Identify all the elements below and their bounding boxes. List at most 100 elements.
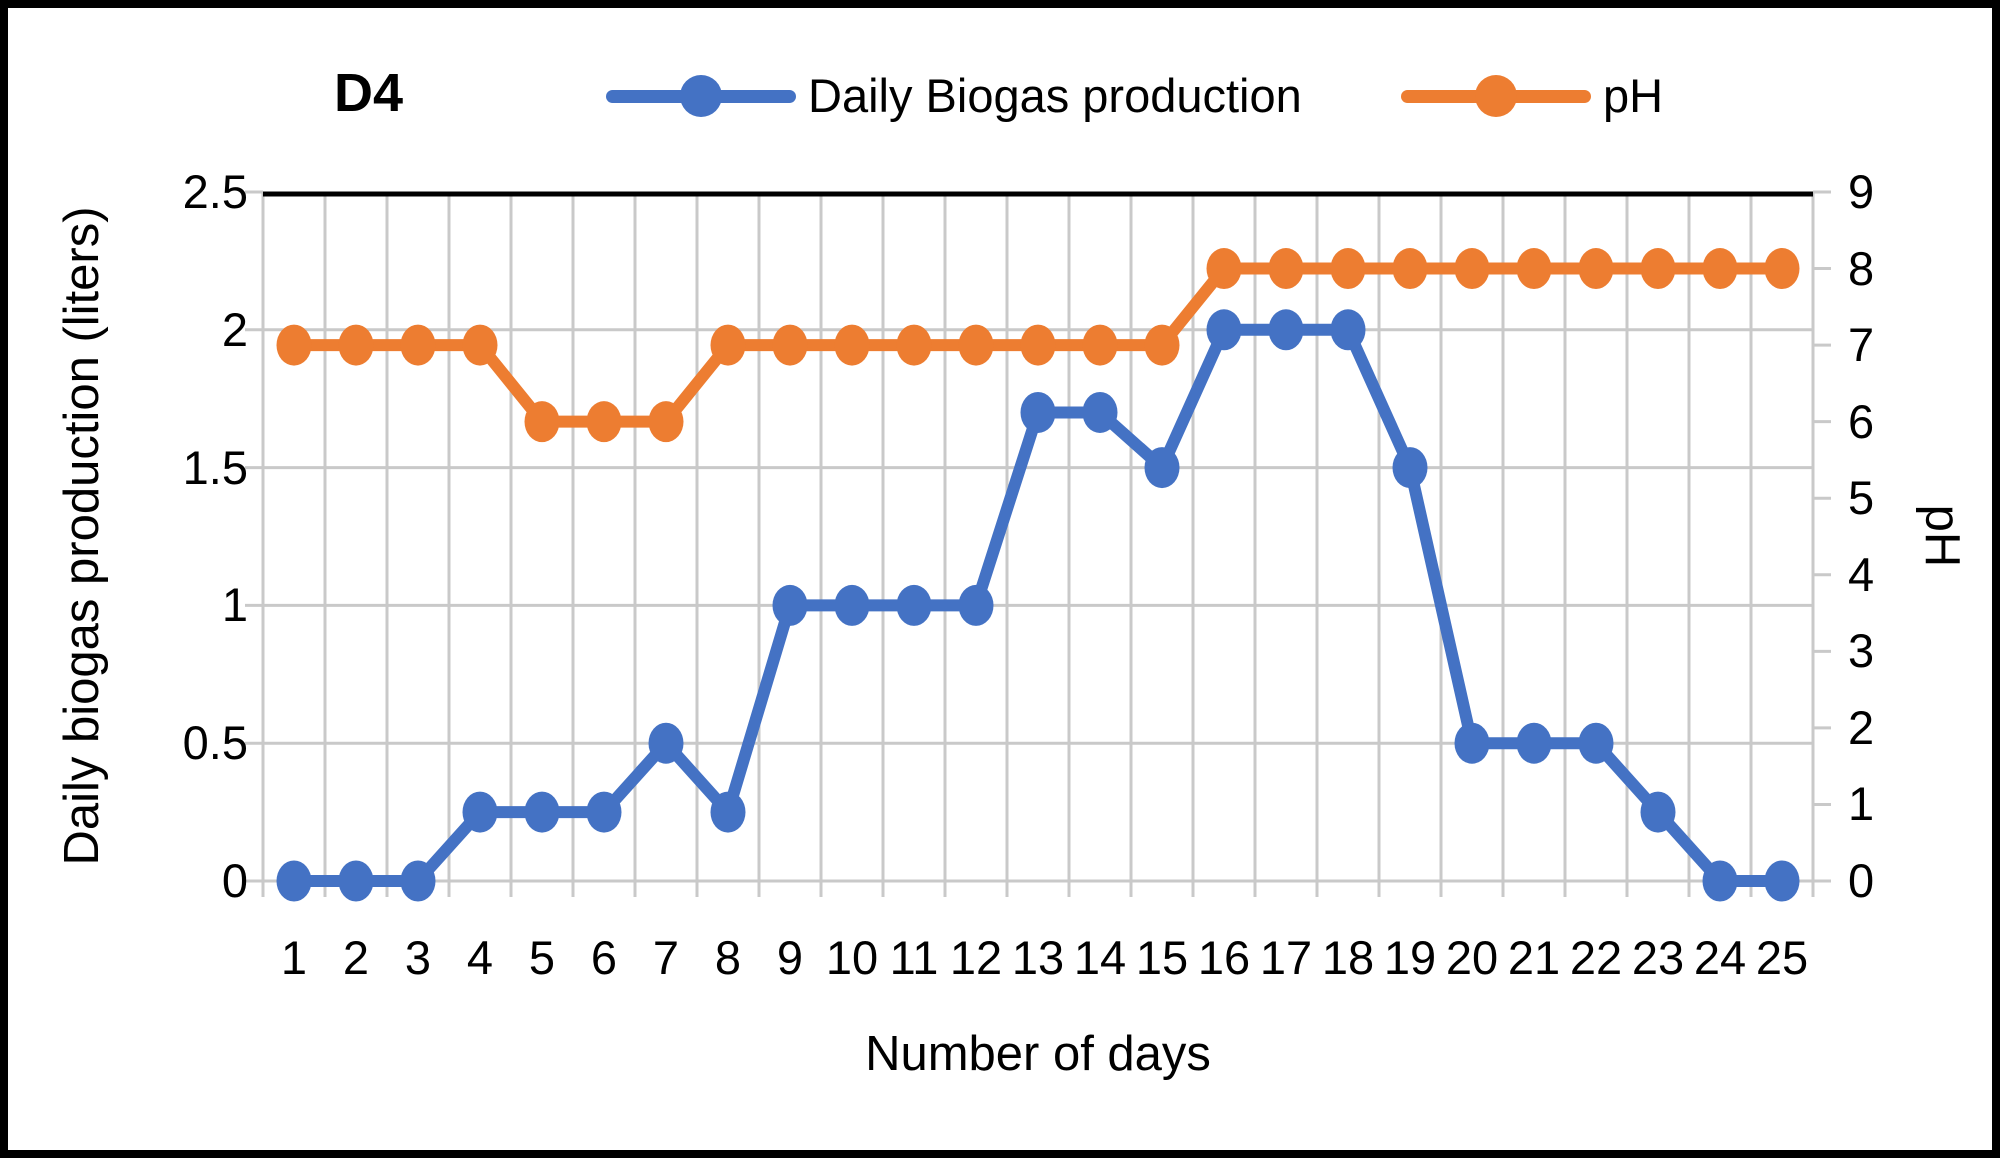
- data-point-ph: [586, 401, 622, 443]
- x-tick-label: 14: [1073, 931, 1127, 984]
- x-tick-label: 11: [889, 931, 939, 984]
- x-tick-label: 23: [1631, 931, 1685, 984]
- data-point-ph: [524, 401, 560, 443]
- x-tick-label: 7: [652, 931, 680, 984]
- legend-marker-ph-icon: [1401, 75, 1591, 117]
- x-tick-label: 20: [1445, 931, 1499, 984]
- legend-dot-biogas-icon: [680, 75, 722, 117]
- chart-canvas: [245, 190, 1831, 902]
- x-tick-label: 12: [949, 931, 1003, 984]
- data-point-ph: [958, 324, 994, 366]
- data-point-biogas: [462, 791, 498, 833]
- data-point-biogas: [338, 860, 374, 902]
- data-point-ph: [710, 324, 746, 366]
- y-right-tick-label: 5: [1848, 471, 1875, 525]
- x-tick-label: 1: [280, 931, 308, 984]
- y-left-tick-label: 1.5: [182, 440, 248, 494]
- x-tick-label: 21: [1507, 931, 1561, 984]
- data-point-biogas: [1082, 391, 1118, 433]
- y-left-tick-label: 1: [221, 578, 248, 632]
- data-point-biogas: [1144, 447, 1180, 489]
- x-tick-label: 9: [776, 931, 804, 984]
- data-point-biogas: [1516, 722, 1552, 764]
- x-tick-label: 5: [528, 931, 556, 984]
- panel-label: D4: [334, 63, 404, 123]
- data-point-biogas: [1206, 309, 1242, 351]
- data-point-biogas: [772, 584, 808, 626]
- y-right-tick-label: 3: [1848, 624, 1875, 678]
- x-tick-label: 24: [1693, 931, 1747, 984]
- y-left-tick-label: 2: [221, 302, 248, 356]
- data-point-ph: [1702, 248, 1738, 290]
- y-left-tick-label: 0.5: [182, 716, 248, 770]
- y-right-tick-label: 0: [1848, 854, 1875, 907]
- legend-label-ph: pH: [1603, 69, 1664, 122]
- data-point-biogas: [1578, 722, 1614, 764]
- x-tick-label: 4: [466, 931, 494, 984]
- data-point-biogas: [710, 791, 746, 833]
- x-tick-label: 17: [1259, 931, 1313, 984]
- data-point-biogas: [834, 584, 870, 626]
- y-left-tick-label: 2.5: [182, 165, 248, 218]
- data-point-biogas: [1020, 391, 1056, 433]
- x-tick-label: 13: [1011, 931, 1065, 984]
- data-point-biogas: [276, 860, 312, 902]
- data-point-ph: [1578, 248, 1614, 290]
- data-point-biogas: [1454, 722, 1490, 764]
- x-tick-label: 6: [590, 931, 618, 984]
- x-tick-label: 8: [714, 931, 742, 984]
- data-point-biogas: [586, 791, 622, 833]
- data-point-ph: [276, 324, 312, 366]
- data-point-ph: [772, 324, 808, 366]
- data-point-ph: [338, 324, 374, 366]
- x-tick-label: 3: [404, 931, 432, 984]
- data-point-ph: [1144, 324, 1180, 366]
- x-tick-label: 16: [1197, 931, 1251, 984]
- data-point-biogas: [1392, 447, 1428, 489]
- data-point-ph: [1516, 248, 1552, 290]
- data-point-biogas: [1330, 309, 1366, 351]
- legend-label-biogas: Daily Biogas production: [808, 69, 1302, 122]
- x-tick-label: 22: [1569, 931, 1623, 984]
- data-point-biogas: [896, 584, 932, 626]
- x-tick-label: 18: [1321, 931, 1375, 984]
- data-point-ph: [1268, 248, 1304, 290]
- data-point-ph: [1330, 248, 1366, 290]
- legend-item-biogas: Daily Biogas production: [606, 68, 1302, 124]
- data-point-biogas: [648, 722, 684, 764]
- data-point-ph: [1392, 248, 1428, 290]
- x-tick-label: 15: [1135, 931, 1189, 984]
- data-point-ph: [896, 324, 932, 366]
- x-tick-label: 10: [825, 931, 879, 984]
- x-tick-label: 25: [1755, 931, 1809, 984]
- y-right-tick-label: 8: [1848, 241, 1875, 295]
- x-tick-label: 2: [342, 931, 370, 984]
- x-axis-title: Number of days: [865, 1027, 1211, 1081]
- y-right-tick-label: 9: [1848, 165, 1875, 218]
- y-right-tick-label: 6: [1848, 394, 1875, 448]
- data-point-biogas: [1268, 309, 1304, 351]
- y-right-tick-label: 4: [1848, 547, 1875, 601]
- legend-item-ph: pH: [1401, 68, 1663, 124]
- data-point-biogas: [1702, 860, 1738, 902]
- legend-dot-ph-icon: [1475, 75, 1517, 117]
- data-point-biogas: [524, 791, 560, 833]
- data-point-ph: [1082, 324, 1118, 366]
- data-point-ph: [1640, 248, 1676, 290]
- y-right-tick-label: 7: [1848, 318, 1875, 372]
- data-point-ph: [1206, 248, 1242, 290]
- y-left-tick-label: 0: [221, 854, 248, 907]
- y-right-tick-label: 2: [1848, 700, 1875, 754]
- data-point-ph: [462, 324, 498, 366]
- data-point-ph: [834, 324, 870, 366]
- data-point-ph: [1454, 248, 1490, 290]
- legend-marker-biogas-icon: [606, 75, 796, 117]
- data-point-ph: [648, 401, 684, 443]
- data-point-biogas: [400, 860, 436, 902]
- data-point-ph: [1764, 248, 1800, 290]
- y-right-tick-label: 1: [1848, 777, 1875, 831]
- data-point-ph: [1020, 324, 1056, 366]
- data-point-biogas: [958, 584, 994, 626]
- data-point-biogas: [1640, 791, 1676, 833]
